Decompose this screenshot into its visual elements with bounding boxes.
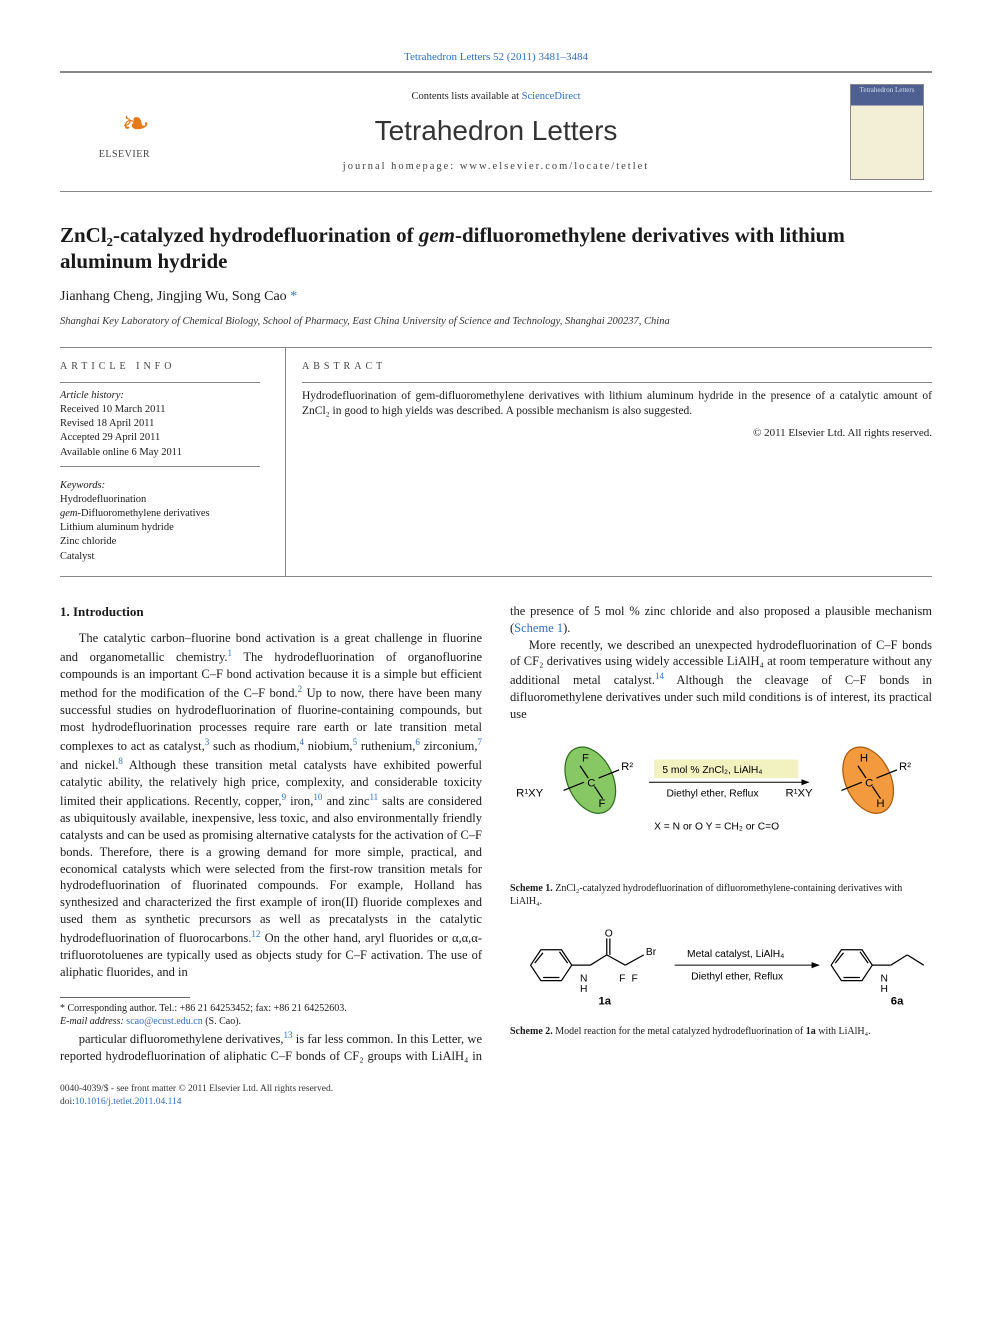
email-link[interactable]: scao@ecust.edu.cn — [126, 1016, 202, 1027]
footer-meta: 0040-4039/$ - see front matter © 2011 El… — [60, 1083, 932, 1109]
publisher-logo: ❧ ELSEVIER — [60, 73, 150, 191]
front-matter-line: 0040-4039/$ - see front matter © 2011 El… — [60, 1083, 932, 1096]
svg-text:H: H — [860, 753, 868, 765]
footnote-line: * Corresponding author. Tel.: +86 21 642… — [60, 1002, 482, 1016]
svg-text:F: F — [582, 753, 589, 765]
svg-text:C: C — [587, 777, 595, 789]
doi-link[interactable]: 10.1016/j.tetlet.2011.04.114 — [75, 1097, 182, 1107]
affiliation: Shanghai Key Laboratory of Chemical Biol… — [60, 315, 932, 329]
cover-title: Tetrahedron Letters — [851, 87, 923, 95]
svg-text:Br: Br — [646, 947, 657, 958]
homepage-url[interactable]: www.elsevier.com/locate/tetlet — [460, 161, 649, 172]
history-item: Received 10 March 2011 — [60, 403, 269, 417]
body-paragraph: The catalytic carbon–fluorine bond activ… — [60, 630, 482, 980]
citation-line[interactable]: Tetrahedron Letters 52 (2011) 3481–3484 — [60, 50, 932, 65]
svg-text:Diethyl ether, Reflux: Diethyl ether, Reflux — [691, 971, 784, 982]
scheme-2-svg: N H O F F Br 1a Metal catalyst, LiAlH₄ D… — [510, 924, 932, 1017]
rule — [60, 382, 260, 383]
scheme-1-svg: F F C R¹XY R² 5 mol % ZnCl₂, LiAlH₄ Diet… — [510, 739, 932, 873]
svg-text:H: H — [876, 798, 884, 810]
doi-line: doi:10.1016/j.tetlet.2011.04.114 — [60, 1096, 932, 1109]
article-title: ZnCl₂-catalyzed hydrodefluorination of g… — [60, 222, 932, 275]
svg-text:Diethyl ether, Reflux: Diethyl ether, Reflux — [666, 789, 759, 800]
abstract-text: Hydrodefluorination of gem-difluoromethy… — [302, 389, 932, 420]
keyword: Zinc chloride — [60, 535, 269, 549]
svg-text:F: F — [599, 798, 606, 810]
intro-heading: 1. Introduction — [60, 603, 482, 621]
svg-text:R¹XY: R¹XY — [786, 788, 813, 800]
svg-text:1a: 1a — [599, 995, 612, 1007]
svg-text:H: H — [580, 984, 587, 995]
svg-text:5 mol % ZnCl₂, LiAlH₄: 5 mol % ZnCl₂, LiAlH₄ — [662, 765, 762, 776]
footnote-rule — [60, 997, 190, 998]
journal-name: Tetrahedron Letters — [150, 112, 842, 150]
svg-text:X = N or O Y = CH₂ or C=O: X = N or O Y = CH₂ or C=O — [654, 822, 779, 833]
keywords-label: Keywords: — [60, 479, 269, 493]
svg-text:C: C — [865, 777, 873, 789]
keyword: Catalyst — [60, 550, 269, 564]
svg-text:R²: R² — [899, 761, 911, 773]
scheme-1-caption: Scheme 1. ZnCl₂-catalyzed hydrodefluorin… — [510, 882, 932, 908]
body-columns: 1. Introduction The catalytic carbon–flu… — [60, 603, 932, 1065]
elsevier-tree-icon: ❧ — [122, 102, 151, 148]
article-info-col: ARTICLE INFO Article history: Received 1… — [60, 348, 285, 575]
abstract-copyright: © 2011 Elsevier Ltd. All rights reserved… — [302, 426, 932, 441]
abstract-col: ABSTRACT Hydrodefluorination of gem-difl… — [285, 348, 932, 575]
journal-header: ❧ ELSEVIER Contents lists available at S… — [60, 72, 932, 192]
keyword: gem-Difluoromethylene derivatives — [60, 507, 269, 521]
info-abstract-row: ARTICLE INFO Article history: Received 1… — [60, 347, 932, 576]
header-center: Contents lists available at ScienceDirec… — [150, 73, 842, 191]
sciencedirect-link[interactable]: ScienceDirect — [522, 91, 581, 102]
contents-prefix: Contents lists available at — [411, 91, 521, 102]
scheme-1: F F C R¹XY R² 5 mol % ZnCl₂, LiAlH₄ Diet… — [510, 739, 932, 908]
scheme-2: N H O F F Br 1a Metal catalyst, LiAlH₄ D… — [510, 924, 932, 1039]
article-info-label: ARTICLE INFO — [60, 360, 269, 374]
history-item: Revised 18 April 2011 — [60, 417, 269, 431]
keyword: Hydrodefluorination — [60, 493, 269, 507]
svg-text:F: F — [619, 973, 625, 984]
author-list: Jianhang Cheng, Jingjing Wu, Song Cao * — [60, 288, 932, 307]
keyword: Lithium aluminum hydride — [60, 521, 269, 535]
corresponding-footnote: * Corresponding author. Tel.: +86 21 642… — [60, 1002, 482, 1029]
scheme-2-caption: Scheme 2. Model reaction for the metal c… — [510, 1025, 932, 1038]
svg-text:F: F — [631, 973, 637, 984]
history-item: Accepted 29 April 2011 — [60, 431, 269, 445]
svg-text:Metal catalyst, LiAlH₄: Metal catalyst, LiAlH₄ — [687, 949, 784, 960]
journal-homepage: journal homepage: www.elsevier.com/locat… — [150, 160, 842, 174]
rule — [302, 382, 932, 383]
contents-available: Contents lists available at ScienceDirec… — [150, 90, 842, 104]
svg-text:R²: R² — [621, 761, 633, 773]
footnote-line: E-mail address: scao@ecust.edu.cn (S. Ca… — [60, 1015, 482, 1029]
svg-text:6a: 6a — [891, 995, 904, 1007]
history-item: Available online 6 May 2011 — [60, 446, 269, 460]
svg-text:O: O — [605, 928, 613, 939]
body-paragraph: More recently, we described an unexpecte… — [510, 637, 932, 724]
cover-thumb-box: Tetrahedron Letters — [842, 73, 932, 191]
homepage-prefix: journal homepage: — [343, 161, 460, 172]
abstract-label: ABSTRACT — [302, 360, 932, 374]
publisher-name: ELSEVIER — [99, 148, 150, 162]
svg-text:R¹XY: R¹XY — [516, 788, 543, 800]
journal-cover-icon: Tetrahedron Letters — [850, 84, 924, 180]
svg-text:H: H — [881, 984, 888, 995]
rule — [60, 466, 260, 467]
history-label: Article history: — [60, 389, 269, 403]
